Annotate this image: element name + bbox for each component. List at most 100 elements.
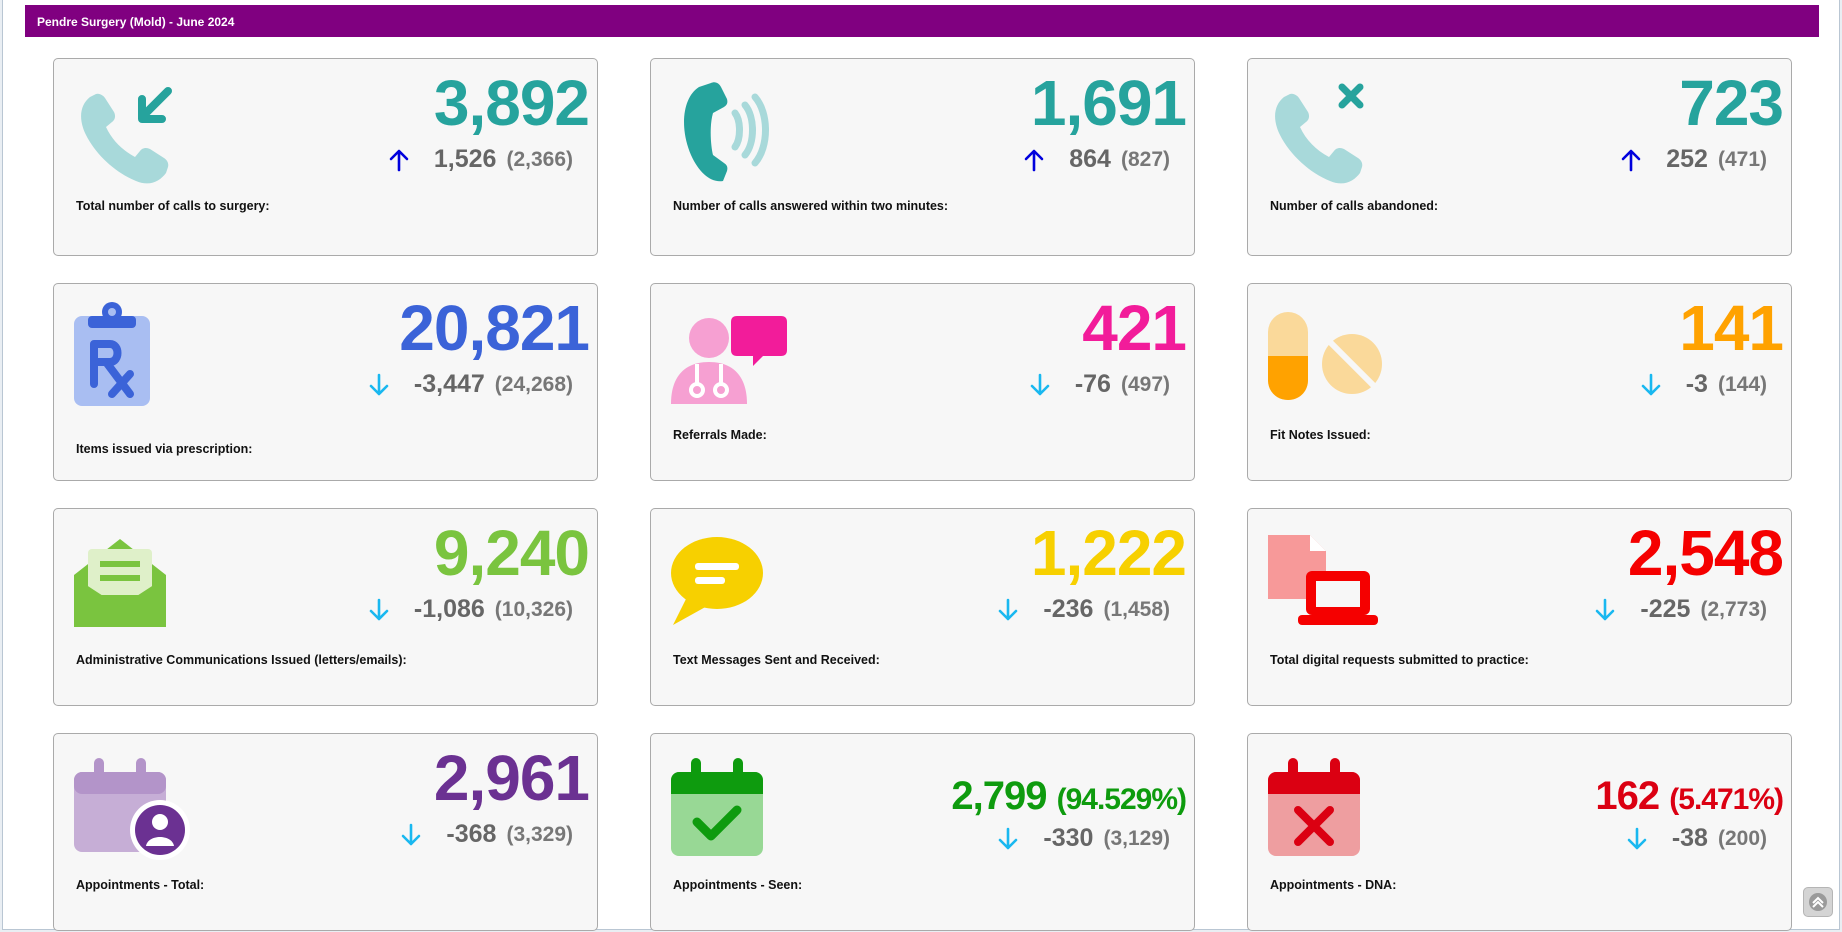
arrow-up-icon: [389, 149, 409, 171]
stat-label: Fit Notes Issued:: [1270, 428, 1371, 442]
stat-change: 1,526 (2,366): [388, 145, 573, 174]
stat-previous: (3,129): [1103, 826, 1170, 850]
stat-value: 3,892: [433, 67, 590, 139]
stat-change: -76 (497): [1029, 370, 1170, 399]
stat-label: Total digital requests submitted to prac…: [1270, 653, 1529, 667]
stat-label: Administrative Communications Issued (le…: [76, 653, 407, 667]
stat-delta: -368: [446, 820, 497, 848]
stat-label: Total number of calls to surgery:: [76, 199, 270, 213]
stat-delta: 1,526: [433, 145, 497, 173]
stat-delta: 252: [1666, 145, 1708, 173]
stat-card-text-messages: 1,222 -236 (1,458) Text Messages Sent an…: [650, 508, 1195, 706]
stat-value: 723: [1679, 67, 1784, 139]
arrow-down-icon: [999, 598, 1018, 620]
stat-previous: (827): [1120, 147, 1170, 171]
arrow-down-icon: [1030, 373, 1050, 395]
stat-card-fit-notes: 141 -3 (144) Fit Notes Issued:: [1247, 283, 1792, 481]
stat-delta: 864: [1069, 145, 1111, 173]
stat-label: Number of calls answered within two minu…: [673, 199, 949, 213]
stat-percentage: (5.471%): [1669, 783, 1784, 816]
stat-previous: (10,326): [494, 597, 573, 621]
stat-value: 9,240: [433, 517, 590, 589]
stat-card-digital-requests: 2,548 -225 (2,773) Total digital request…: [1247, 508, 1792, 706]
page-title: Pendre Surgery (Mold) - June 2024: [37, 15, 235, 29]
stat-card-appt-seen: 2,799 (94.529%) -330 (3,129) Appointment…: [650, 733, 1195, 931]
stat-change: -368 (3,329): [400, 820, 573, 849]
stat-label: Appointments - Seen:: [673, 878, 803, 892]
message-bubble-icon: [669, 527, 789, 637]
stat-value: 20,821: [399, 292, 590, 364]
calendar-check-icon: [669, 752, 789, 862]
stat-label: Appointments - DNA:: [1270, 878, 1397, 892]
stat-previous: (2,366): [506, 147, 573, 171]
stat-change: -38 (200): [1626, 824, 1767, 853]
stat-label: Text Messages Sent and Received:: [673, 653, 880, 667]
stats-grid: 3,892 1,526 (2,366) Total number of call…: [53, 58, 1792, 931]
stat-value: 162 (5.471%): [1595, 774, 1784, 818]
stat-previous: (3,329): [506, 822, 573, 846]
laptop-document-icon: [1266, 527, 1386, 637]
stat-value: 1,222: [1030, 517, 1187, 589]
arrow-down-icon: [1641, 373, 1661, 395]
arrow-down-icon: [1627, 827, 1647, 849]
stat-card-appt-total: 2,961 -368 (3,329) Appointments - Total:: [53, 733, 598, 931]
stat-delta: -236: [1043, 595, 1094, 623]
stat-change: -236 (1,458): [997, 595, 1170, 624]
phone-missed-icon: [1266, 77, 1386, 187]
envelope-open-icon: [72, 527, 192, 637]
stat-change: -3 (144): [1640, 370, 1767, 399]
pills-icon: [1266, 302, 1386, 412]
stat-value: 141: [1679, 292, 1784, 364]
stat-change: 864 (827): [1023, 145, 1170, 174]
stat-delta: -330: [1043, 824, 1094, 852]
stat-card-calls-total: 3,892 1,526 (2,366) Total number of call…: [53, 58, 598, 256]
phone-ringing-icon: [669, 77, 789, 187]
stat-card-appt-dna: 162 (5.471%) -38 (200) Appointments - DN…: [1247, 733, 1792, 931]
stat-delta: -76: [1074, 370, 1111, 398]
stat-value: 2,548: [1627, 517, 1784, 589]
arrow-down-icon: [1596, 598, 1615, 620]
scroll-top-button[interactable]: [1803, 887, 1833, 917]
stat-previous: (200): [1717, 826, 1767, 850]
stat-value: 421: [1082, 292, 1187, 364]
stat-label: Referrals Made:: [673, 428, 767, 442]
stat-previous: (2,773): [1700, 597, 1767, 621]
arrow-down-icon: [369, 598, 389, 620]
stat-value: 2,799 (94.529%): [951, 774, 1187, 818]
stat-change: -225 (2,773): [1594, 595, 1767, 624]
stat-label: Appointments - Total:: [76, 878, 205, 892]
stat-label: Items issued via prescription:: [76, 442, 253, 456]
stat-delta: -225: [1640, 595, 1691, 623]
stat-delta: -3,447: [413, 370, 485, 398]
stat-previous: (144): [1717, 372, 1767, 396]
arrow-up-icon: [1621, 149, 1641, 171]
stat-card-calls-abandoned: 723 252 (471) Number of calls abandoned:: [1247, 58, 1792, 256]
stat-card-admin-comms: 9,240 -1,086 (10,326) Administrative Com…: [53, 508, 598, 706]
arrow-down-icon: [369, 373, 389, 395]
prescription-clipboard-icon: [72, 302, 192, 412]
stat-delta: -38: [1671, 824, 1708, 852]
arrow-down-icon: [999, 827, 1018, 849]
stat-change: -3,447 (24,268): [368, 370, 573, 399]
stat-delta: -1,086: [413, 595, 485, 623]
arrow-down-icon: [402, 823, 421, 845]
page-header: Pendre Surgery (Mold) - June 2024: [25, 3, 1819, 37]
phone-incoming-icon: [72, 77, 192, 187]
calendar-user-icon: [72, 752, 192, 862]
stat-value: 2,961: [433, 742, 590, 814]
stat-card-referrals: 421 -76 (497) Referrals Made:: [650, 283, 1195, 481]
stat-value: 1,691: [1030, 67, 1187, 139]
stat-previous: (24,268): [494, 372, 573, 396]
chevron-up-icon: [1809, 893, 1827, 911]
stat-label: Number of calls abandoned:: [1270, 199, 1439, 213]
stat-card-prescriptions: 20,821 -3,447 (24,268) Items issued via …: [53, 283, 598, 481]
stat-change: -1,086 (10,326): [368, 595, 573, 624]
stat-percentage: (94.529%): [1056, 783, 1187, 816]
arrow-up-icon: [1024, 149, 1044, 171]
stat-change: -330 (3,129): [997, 824, 1170, 853]
stat-previous: (1,458): [1103, 597, 1170, 621]
stat-change: 252 (471): [1620, 145, 1767, 174]
stat-previous: (497): [1120, 372, 1170, 396]
doctor-chat-icon: [669, 302, 789, 412]
